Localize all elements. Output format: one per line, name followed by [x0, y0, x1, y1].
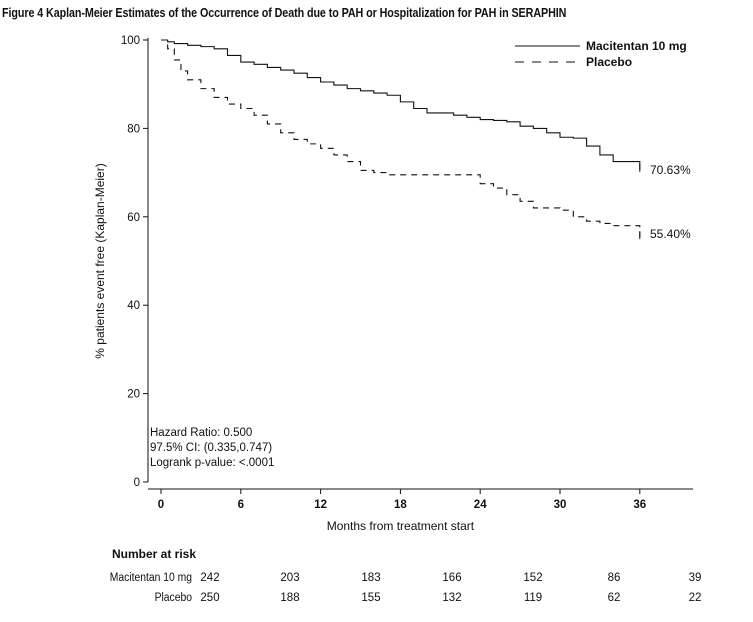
risk-value: 62 — [608, 592, 621, 604]
y-tick-label: 40 — [127, 300, 140, 312]
macitentan-curve — [161, 39, 641, 170]
x-axis-label: Months from treatment start — [327, 519, 475, 533]
y-tick-label: 60 — [127, 212, 140, 224]
risk-value: 119 — [524, 592, 542, 604]
y-tick-label: 100 — [121, 35, 140, 47]
risk-value: 183 — [361, 572, 380, 584]
statistics-annotation: Hazard Ratio: 0.500 97.5% CI: (0.335,0.74… — [150, 427, 274, 469]
risk-value: 132 — [442, 592, 461, 604]
x-tick-label: 0 — [158, 499, 164, 511]
risk-row-label: Placebo — [155, 592, 192, 605]
macitentan-curve-end-label: 70.63% — [650, 163, 691, 177]
y-tick-label: 80 — [127, 123, 140, 135]
risk-value: 250 — [200, 592, 219, 604]
risk-value: 86 — [608, 572, 621, 584]
number-at-risk-table: Number at risk Macitentan 10 mg 242 203 183 1… — [110, 547, 702, 604]
survival-curves: 70.63% 55.40% — [161, 39, 691, 241]
risk-value: 203 — [280, 572, 299, 584]
risk-value: 166 — [442, 572, 461, 584]
x-tick-label: 6 — [238, 499, 244, 511]
risk-value: 39 — [689, 572, 702, 584]
y-axis-label: % patients event free (Kaplan-Meier) — [93, 163, 107, 358]
figure-title: Figure 4 Kaplan-Meier Estimates of the O… — [2, 6, 567, 20]
legend-label: Placebo — [586, 55, 632, 69]
x-tick-label: 12 — [314, 499, 327, 511]
x-tick-label: 36 — [633, 499, 646, 511]
y-tick-label: 20 — [127, 389, 140, 401]
legend: Macitentan 10 mg Placebo — [515, 39, 687, 69]
risk-row-label: Macitentan 10 mg — [110, 572, 192, 585]
placebo-curve — [161, 39, 641, 238]
risk-value: 152 — [523, 572, 542, 584]
x-tick-label: 18 — [394, 499, 407, 511]
x-tick-label: 24 — [474, 499, 487, 511]
legend-label: Macitentan 10 mg — [586, 39, 687, 53]
risk-value: 242 — [200, 572, 219, 584]
stat-line: 97.5% CI: (0.335,0.747) — [150, 442, 272, 454]
risk-value: 22 — [689, 592, 702, 604]
risk-table-heading: Number at risk — [112, 547, 196, 561]
stat-line: Hazard Ratio: 0.500 — [150, 427, 252, 439]
x-tick-label: 30 — [554, 499, 567, 511]
axes: 0 20 40 60 80 100 0 6 12 18 24 30 36 Months from trea… — [93, 35, 693, 533]
y-tick-label: 0 — [134, 477, 140, 489]
placebo-curve-end-label: 55.40% — [650, 227, 691, 241]
risk-value: 188 — [280, 592, 299, 604]
risk-value: 155 — [361, 592, 380, 604]
stat-line: Logrank p-value: <.0001 — [150, 457, 274, 469]
